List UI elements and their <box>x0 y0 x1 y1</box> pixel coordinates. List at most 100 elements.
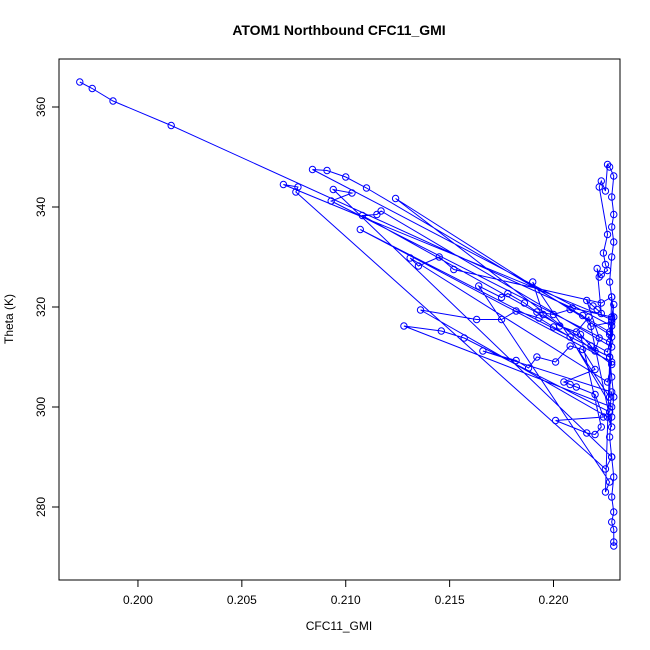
data-point <box>593 264 601 273</box>
data-point <box>406 254 414 262</box>
data-point <box>585 313 593 321</box>
data-point <box>391 194 400 203</box>
data-point <box>595 334 603 342</box>
data-point <box>610 393 618 401</box>
data-point <box>348 189 356 197</box>
data-point <box>551 416 560 425</box>
data-point <box>601 465 610 473</box>
x-tick-label: 0.205 <box>227 593 257 607</box>
data-point <box>607 333 616 341</box>
data-point <box>308 165 317 174</box>
data-point <box>610 238 618 246</box>
data-point <box>607 360 616 369</box>
data-point <box>342 173 350 181</box>
data-point <box>605 338 614 346</box>
data-point <box>167 121 175 130</box>
data-point <box>597 270 605 279</box>
data-point <box>497 293 506 302</box>
x-axis-label: CFC11_GMI <box>306 619 372 633</box>
data-point <box>607 223 616 231</box>
data-point <box>520 299 529 307</box>
data-point <box>535 314 543 322</box>
data-point <box>472 315 481 324</box>
data-point <box>568 304 576 312</box>
data-point <box>601 260 610 269</box>
data-point <box>292 188 300 196</box>
series-line <box>79 81 615 546</box>
data-point <box>607 388 616 396</box>
data-point <box>76 78 84 86</box>
data-point <box>603 230 612 239</box>
data-point <box>572 328 581 336</box>
data-point <box>605 330 614 339</box>
data-point <box>591 390 599 399</box>
data-point <box>601 488 610 496</box>
data-point <box>607 293 616 301</box>
data-point <box>512 307 520 315</box>
data-point <box>576 330 585 339</box>
data-point <box>358 211 367 220</box>
data-point <box>479 347 487 355</box>
y-tick-label: 300 <box>34 397 48 417</box>
data-point <box>591 347 599 355</box>
data-point <box>605 408 614 416</box>
data-point <box>610 473 618 481</box>
data-point <box>593 305 601 314</box>
data-point <box>605 353 614 361</box>
y-tick-label: 280 <box>34 497 48 517</box>
data-point <box>435 253 443 261</box>
data-point <box>377 207 385 215</box>
data-point <box>294 183 302 191</box>
data-point <box>549 323 558 331</box>
data-point <box>512 356 520 365</box>
data-point <box>605 393 614 401</box>
data-point <box>610 210 618 219</box>
data-point <box>504 289 512 298</box>
data-point <box>450 265 458 274</box>
data-point <box>591 365 599 374</box>
data-point <box>566 342 574 350</box>
data-point <box>607 518 616 526</box>
data-point <box>607 403 616 411</box>
data-point <box>566 333 574 341</box>
data-point <box>460 334 468 342</box>
data-point <box>533 353 541 361</box>
x-tick-label: 0.215 <box>435 593 465 607</box>
data-point <box>607 493 616 501</box>
data-point <box>578 345 587 354</box>
data-point <box>605 328 614 336</box>
data-point <box>572 383 581 391</box>
x-tick-label: 0.210 <box>331 593 361 607</box>
y-axis-label: Theta (K) <box>2 294 16 344</box>
data-point <box>607 373 616 381</box>
data-point <box>549 310 558 319</box>
data-point <box>610 542 618 550</box>
y-tick-label: 340 <box>34 197 48 217</box>
y-tick-label: 320 <box>34 297 48 317</box>
data-point <box>595 273 603 281</box>
data-point <box>437 327 446 335</box>
data-point <box>607 318 616 326</box>
data-point <box>356 225 364 234</box>
data-point <box>603 413 612 421</box>
data-point <box>597 423 605 431</box>
data-point <box>587 322 595 331</box>
data-point <box>475 282 483 290</box>
y-axis: 280 300 320 340 360 <box>34 97 60 517</box>
data-point <box>597 299 605 307</box>
x-tick-label: 0.200 <box>123 593 153 607</box>
data-point <box>610 538 618 546</box>
data-point <box>605 163 614 171</box>
x-tick-label: 0.220 <box>538 593 568 607</box>
data-point <box>524 364 533 372</box>
data-point <box>327 197 335 205</box>
data-point <box>416 306 425 314</box>
data-point <box>362 184 371 192</box>
data-point <box>607 453 616 461</box>
data-point <box>497 315 506 324</box>
data-point <box>607 313 616 321</box>
data-point <box>583 429 591 437</box>
data-point <box>587 342 595 350</box>
data-point <box>591 430 599 439</box>
